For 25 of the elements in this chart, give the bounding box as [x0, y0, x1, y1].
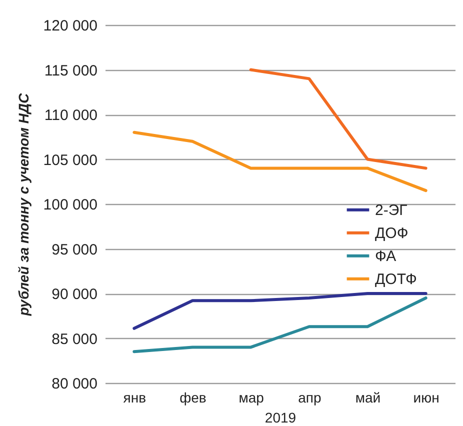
- y-tick-label: 105 000: [43, 152, 98, 169]
- legend-label: 2-ЭГ: [375, 202, 408, 219]
- legend-label: ДОФ: [375, 224, 408, 242]
- y-tick-label: 85 000: [52, 330, 98, 348]
- y-tick-label: 120 000: [43, 18, 98, 34]
- legend-label: ФА: [375, 248, 396, 265]
- y-tick-label: 95 000: [52, 241, 98, 258]
- legend-label: ДОТФ: [375, 270, 417, 288]
- x-tick-label: фев: [180, 390, 206, 406]
- x-tick-label: май: [355, 390, 381, 406]
- y-tick-label: 90 000: [52, 286, 98, 303]
- x-tick-label: июн: [413, 390, 440, 406]
- line-series: [249, 68, 428, 170]
- x-tick-label: мар: [238, 390, 264, 406]
- y-tick-label: 115 000: [44, 62, 98, 80]
- x-tick-label: апр: [298, 390, 322, 406]
- y-tick-label: 100 000: [43, 196, 98, 214]
- line-series: [132, 130, 428, 192]
- line-series: [132, 296, 428, 354]
- x-axis-title: 2019: [264, 410, 296, 426]
- y-tick-label: 80 000: [52, 376, 98, 392]
- x-tick-label: янв: [123, 390, 146, 406]
- y-tick-label: 110 000: [44, 107, 98, 124]
- line-series: [132, 292, 428, 330]
- y-axis-title: рублей за тонну с учетом НДС: [15, 92, 32, 317]
